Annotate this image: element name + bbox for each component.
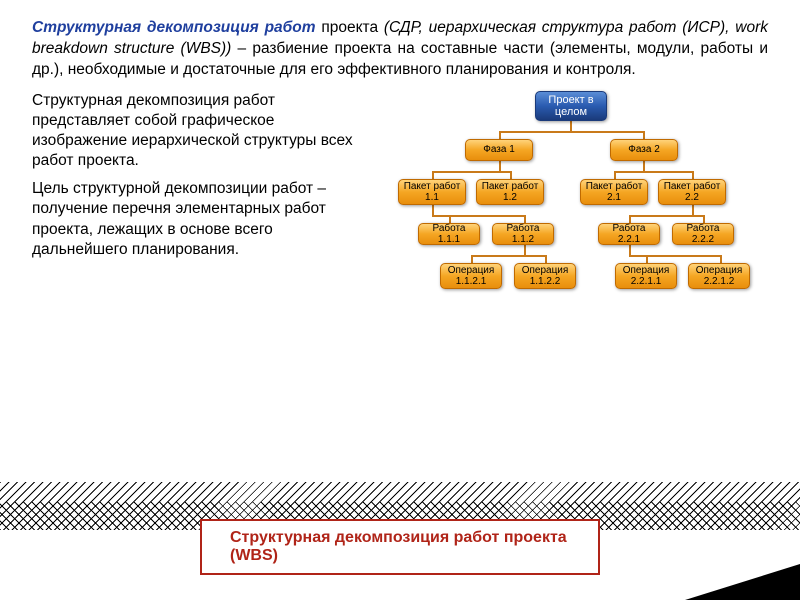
tree-connector [545, 255, 547, 263]
tree-connector [629, 245, 631, 255]
tree-connector [692, 205, 694, 215]
tree-connector [510, 171, 512, 179]
tree-connector [432, 171, 434, 179]
tree-node-phase1: Фаза 1 [465, 139, 533, 161]
tree-node-root: Проект в целом [535, 91, 607, 121]
tree-connector [524, 215, 526, 223]
tree-connector [720, 255, 722, 263]
tree-connector [432, 171, 512, 173]
tree-connector [643, 131, 645, 139]
tree-connector [646, 255, 722, 257]
tree-connector [614, 171, 616, 179]
tree-node-pkg22: Пакет работ 2.2 [658, 179, 726, 205]
tree-connector [499, 161, 501, 171]
tree-node-phase2: Фаза 2 [610, 139, 678, 161]
tree-connector [524, 245, 526, 255]
tree-connector [692, 171, 694, 179]
tree-node-r222: Работа 2.2.2 [672, 223, 734, 245]
tree-connector [629, 215, 631, 223]
tree-connector [432, 215, 526, 217]
desc-p2: Цель структурной декомпозиции работ – по… [32, 179, 372, 260]
term-after: проекта [321, 19, 378, 36]
definition-paragraph: Структурная декомпозиция работ проекта (… [32, 18, 768, 81]
tree-connector [643, 161, 645, 171]
tree-connector [629, 215, 705, 217]
term-title: Структурная декомпозиция работ [32, 19, 316, 36]
tree-node-r111: Работа 1.1.1 [418, 223, 480, 245]
tree-connector [646, 255, 648, 263]
tree-node-r112: Работа 1.1.2 [492, 223, 554, 245]
desc-p1: Структурная декомпозиция работ представл… [32, 91, 372, 172]
tree-node-pkg21: Пакет работ 2.1 [580, 179, 648, 205]
description-block: Структурная декомпозиция работ представл… [32, 91, 372, 341]
tree-node-o2211: Операция 2.2.1.1 [615, 263, 677, 289]
tree-node-o1121: Операция 1.1.2.1 [440, 263, 502, 289]
tree-node-pkg12: Пакет работ 1.2 [476, 179, 544, 205]
tree-connector [499, 131, 645, 133]
corner-triangle [685, 564, 800, 600]
tree-node-pkg11: Пакет работ 1.1 [398, 179, 466, 205]
tree-connector [499, 131, 501, 139]
tree-connector [614, 171, 694, 173]
tree-node-r221: Работа 2.2.1 [598, 223, 660, 245]
tree-connector [570, 121, 572, 131]
tree-connector [449, 215, 451, 223]
tree-node-o2212: Операция 2.2.1.2 [688, 263, 750, 289]
tree-connector [703, 215, 705, 223]
tree-connector [471, 255, 473, 263]
wbs-tree-diagram: Проект в целомФаза 1 Фаза 2 Пакет работ 1.… [380, 91, 768, 341]
tree-connector [432, 205, 434, 215]
tree-connector [471, 255, 547, 257]
wbs-caption-box: Структурная декомпозиция работ проекта (… [200, 519, 600, 575]
tree-node-o1122: Операция 1.1.2.2 [514, 263, 576, 289]
